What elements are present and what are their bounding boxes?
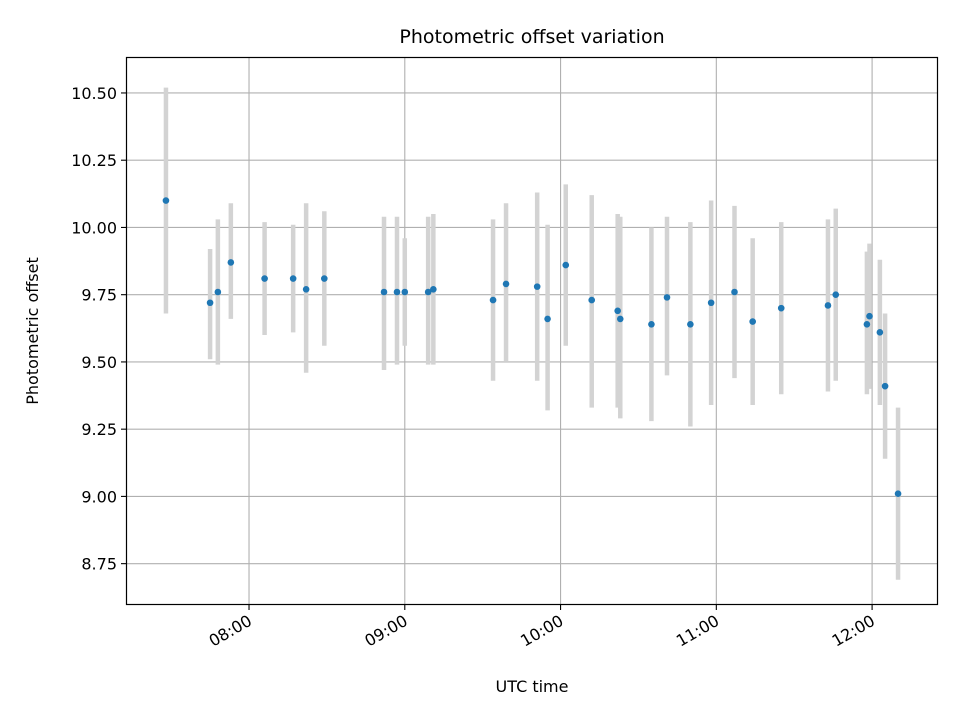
data-point <box>393 288 401 296</box>
data-point <box>289 275 297 282</box>
data-point <box>214 288 222 296</box>
data-point <box>832 291 840 298</box>
data-point <box>616 315 624 323</box>
x-axis-title: UTC time <box>496 677 569 696</box>
y-tick-label: 9.00 <box>81 487 117 506</box>
data-point <box>533 283 541 290</box>
data-point <box>731 288 738 296</box>
y-tick-label: 9.75 <box>81 286 117 305</box>
data-point <box>707 299 715 307</box>
data-point <box>227 259 235 266</box>
data-point <box>881 382 889 390</box>
data-point <box>866 312 873 320</box>
data-point <box>424 288 432 296</box>
data-point <box>648 320 655 328</box>
data-point <box>777 304 785 312</box>
data-point <box>502 280 510 288</box>
y-tick-label: 10.50 <box>71 84 117 103</box>
data-point <box>876 329 884 336</box>
y-tick-label: 9.25 <box>81 420 117 439</box>
y-tick-label: 10.25 <box>71 151 117 170</box>
data-point <box>588 296 596 304</box>
data-point <box>321 275 328 282</box>
data-point <box>687 320 694 328</box>
plot-frame <box>125 56 939 606</box>
data-point <box>824 302 832 309</box>
data-point <box>489 296 497 304</box>
data-point <box>206 299 214 307</box>
data-point <box>261 275 268 282</box>
data-point <box>562 261 570 269</box>
data-point <box>663 294 671 301</box>
data-point <box>302 286 310 293</box>
y-tick-label: 8.75 <box>81 555 117 574</box>
data-point <box>430 286 437 293</box>
data-point <box>614 307 621 315</box>
y-tick-label: 9.50 <box>81 353 117 372</box>
y-axis-title: Photometric offset <box>23 257 42 405</box>
data-point <box>894 490 902 498</box>
data-point <box>162 197 170 204</box>
data-point <box>749 318 756 325</box>
data-point <box>401 288 409 296</box>
chart-title: Photometric offset variation <box>399 26 664 48</box>
data-points <box>162 197 902 498</box>
y-tick-label: 10.00 <box>71 218 117 237</box>
data-point <box>544 315 551 323</box>
grid <box>127 58 937 604</box>
data-point <box>380 288 388 296</box>
data-point <box>863 320 871 328</box>
